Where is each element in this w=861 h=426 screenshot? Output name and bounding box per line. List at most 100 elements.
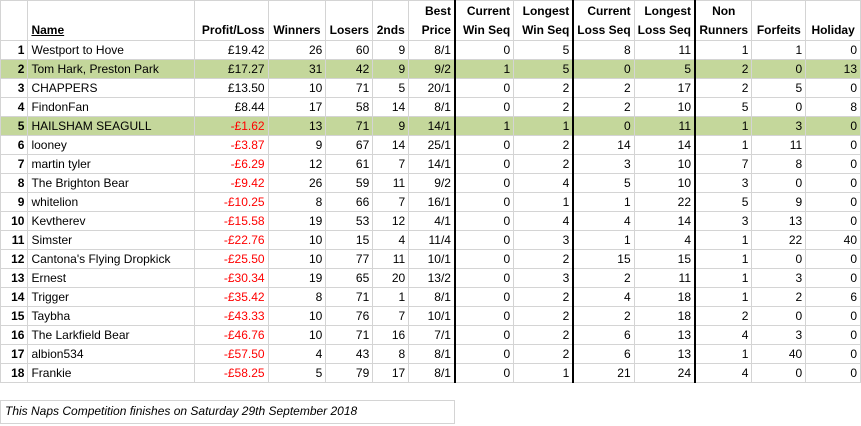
- forfeits-cell[interactable]: 3: [751, 325, 807, 345]
- seconds-cell[interactable]: 14: [372, 135, 410, 155]
- position-cell[interactable]: 7: [0, 154, 29, 174]
- position-cell[interactable]: 15: [0, 306, 29, 326]
- profit-loss-cell[interactable]: -£9.42: [193, 173, 269, 193]
- name-cell[interactable]: albion534: [27, 344, 195, 364]
- longest-loss-seq-cell[interactable]: 18: [633, 287, 696, 307]
- best-price-cell[interactable]: 9/2: [408, 59, 456, 79]
- profit-loss-cell[interactable]: £13.50: [193, 78, 269, 98]
- profit-loss-cell[interactable]: £19.42: [193, 40, 269, 60]
- name-cell[interactable]: Kevtherev: [27, 211, 195, 231]
- holiday-cell[interactable]: 8: [805, 97, 861, 117]
- non-runners-cell[interactable]: 5: [694, 97, 753, 117]
- seconds-cell[interactable]: 8: [372, 344, 410, 364]
- current-win-seq-cell[interactable]: 0: [453, 40, 515, 60]
- forfeits-cell[interactable]: 0: [751, 173, 807, 193]
- losers-cell[interactable]: 71: [325, 78, 374, 98]
- current-win-seq-cell[interactable]: 1: [453, 116, 515, 136]
- current-loss-seq-cell[interactable]: 2: [572, 78, 635, 98]
- longest-loss-seq-cell[interactable]: 13: [633, 344, 696, 364]
- position-cell[interactable]: 11: [0, 230, 29, 250]
- longest-win-seq-cell[interactable]: 2: [513, 306, 574, 326]
- forfeits-cell[interactable]: 13: [751, 211, 807, 231]
- profit-loss-cell[interactable]: -£3.87: [193, 135, 269, 155]
- winners-cell[interactable]: 26: [267, 40, 327, 60]
- winners-cell[interactable]: 19: [267, 268, 327, 288]
- profit-loss-cell[interactable]: -£43.33: [193, 306, 269, 326]
- winners-cell[interactable]: 4: [267, 344, 327, 364]
- holiday-cell[interactable]: 0: [805, 325, 861, 345]
- current-loss-seq-cell[interactable]: 0: [572, 59, 635, 79]
- current-loss-seq-cell[interactable]: 14: [572, 135, 635, 155]
- longest-win-seq-cell[interactable]: 3: [513, 230, 574, 250]
- best-price-cell[interactable]: 8/1: [408, 97, 456, 117]
- header-forfeits[interactable]: Forfeits: [751, 0, 807, 41]
- longest-win-seq-cell[interactable]: 5: [513, 59, 574, 79]
- profit-loss-cell[interactable]: -£58.25: [193, 363, 269, 383]
- profit-loss-cell[interactable]: £8.44: [193, 97, 269, 117]
- current-loss-seq-cell[interactable]: 2: [572, 268, 635, 288]
- name-cell[interactable]: HAILSHAM SEAGULL: [27, 116, 195, 136]
- non-runners-cell[interactable]: 1: [694, 249, 753, 269]
- current-loss-seq-cell[interactable]: 4: [572, 211, 635, 231]
- header-best-price[interactable]: Best Price: [408, 0, 456, 41]
- holiday-cell[interactable]: 0: [805, 211, 861, 231]
- current-loss-seq-cell[interactable]: 2: [572, 97, 635, 117]
- holiday-cell[interactable]: 0: [805, 135, 861, 155]
- losers-cell[interactable]: 77: [325, 249, 374, 269]
- non-runners-cell[interactable]: 5: [694, 192, 753, 212]
- winners-cell[interactable]: 26: [267, 173, 327, 193]
- best-price-cell[interactable]: 8/1: [408, 363, 456, 383]
- position-cell[interactable]: 9: [0, 192, 29, 212]
- best-price-cell[interactable]: 8/1: [408, 40, 456, 60]
- longest-win-seq-cell[interactable]: 2: [513, 135, 574, 155]
- position-cell[interactable]: 14: [0, 287, 29, 307]
- non-runners-cell[interactable]: 2: [694, 78, 753, 98]
- forfeits-cell[interactable]: 0: [751, 59, 807, 79]
- holiday-cell[interactable]: 13: [805, 59, 861, 79]
- forfeits-cell[interactable]: 22: [751, 230, 807, 250]
- non-runners-cell[interactable]: 4: [694, 325, 753, 345]
- winners-cell[interactable]: 10: [267, 306, 327, 326]
- forfeits-cell[interactable]: 40: [751, 344, 807, 364]
- profit-loss-cell[interactable]: -£25.50: [193, 249, 269, 269]
- position-cell[interactable]: 12: [0, 249, 29, 269]
- losers-cell[interactable]: 59: [325, 173, 374, 193]
- current-win-seq-cell[interactable]: 0: [453, 97, 515, 117]
- non-runners-cell[interactable]: 4: [694, 363, 753, 383]
- non-runners-cell[interactable]: 1: [694, 116, 753, 136]
- profit-loss-cell[interactable]: £17.27: [193, 59, 269, 79]
- longest-win-seq-cell[interactable]: 4: [513, 173, 574, 193]
- best-price-cell[interactable]: 8/1: [408, 287, 456, 307]
- non-runners-cell[interactable]: 1: [694, 40, 753, 60]
- longest-win-seq-cell[interactable]: 2: [513, 249, 574, 269]
- longest-loss-seq-cell[interactable]: 13: [633, 325, 696, 345]
- holiday-cell[interactable]: 6: [805, 287, 861, 307]
- position-cell[interactable]: 5: [0, 116, 29, 136]
- current-win-seq-cell[interactable]: 0: [453, 211, 515, 231]
- forfeits-cell[interactable]: 8: [751, 154, 807, 174]
- seconds-cell[interactable]: 1: [372, 287, 410, 307]
- winners-cell[interactable]: 10: [267, 78, 327, 98]
- best-price-cell[interactable]: 14/1: [408, 116, 456, 136]
- current-loss-seq-cell[interactable]: 21: [572, 363, 635, 383]
- non-runners-cell[interactable]: 1: [694, 287, 753, 307]
- seconds-cell[interactable]: 7: [372, 154, 410, 174]
- current-win-seq-cell[interactable]: 0: [453, 192, 515, 212]
- best-price-cell[interactable]: 9/2: [408, 173, 456, 193]
- forfeits-cell[interactable]: 3: [751, 268, 807, 288]
- longest-win-seq-cell[interactable]: 2: [513, 344, 574, 364]
- forfeits-cell[interactable]: 2: [751, 287, 807, 307]
- best-price-cell[interactable]: 4/1: [408, 211, 456, 231]
- holiday-cell[interactable]: 0: [805, 268, 861, 288]
- current-loss-seq-cell[interactable]: 6: [572, 344, 635, 364]
- profit-loss-cell[interactable]: -£15.58: [193, 211, 269, 231]
- position-cell[interactable]: 3: [0, 78, 29, 98]
- position-cell[interactable]: 18: [0, 363, 29, 383]
- forfeits-cell[interactable]: 9: [751, 192, 807, 212]
- best-price-cell[interactable]: 7/1: [408, 325, 456, 345]
- seconds-cell[interactable]: 16: [372, 325, 410, 345]
- winners-cell[interactable]: 13: [267, 116, 327, 136]
- name-cell[interactable]: whitelion: [27, 192, 195, 212]
- header-longest-win-seq[interactable]: Longest Win Seq: [513, 0, 574, 41]
- footnote[interactable]: This Naps Competition finishes on Saturd…: [0, 400, 455, 424]
